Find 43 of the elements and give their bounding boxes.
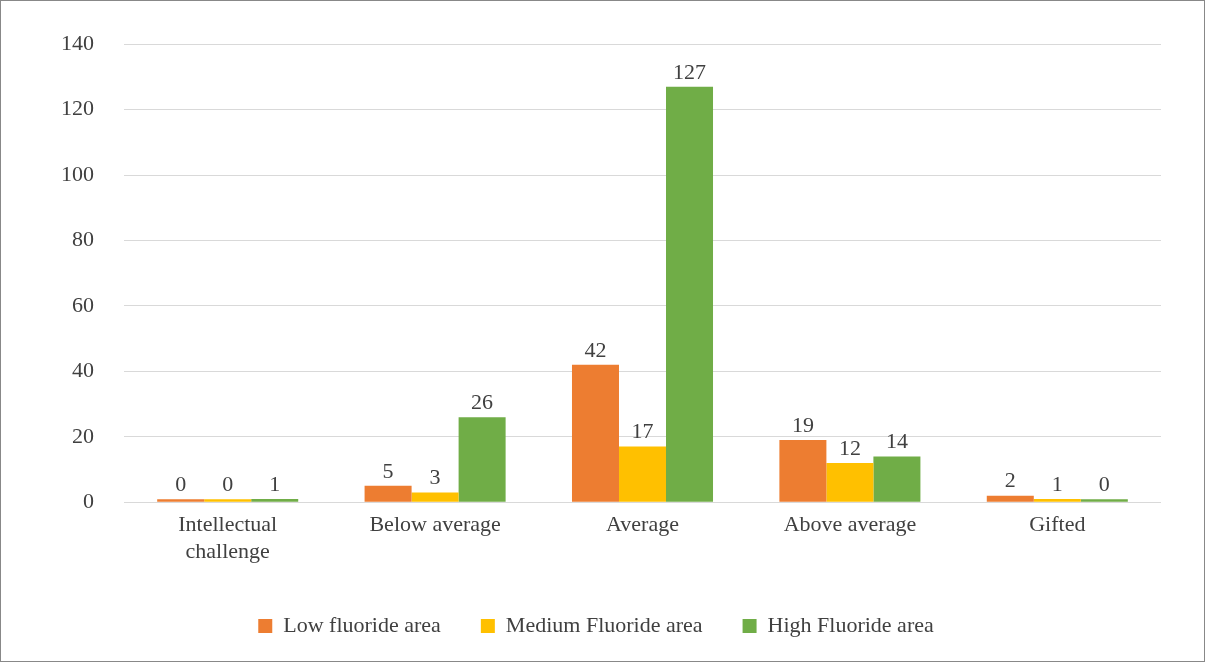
- data-label: 17: [631, 418, 654, 444]
- x-tick-label: Gifted: [1029, 511, 1086, 537]
- legend-label: High Fluoride area: [767, 611, 934, 637]
- data-label: 14: [885, 428, 908, 454]
- data-label: 42: [584, 336, 607, 362]
- y-tick-label: 60: [72, 291, 94, 317]
- x-tick-label: Below average: [369, 511, 501, 537]
- data-label: 1: [269, 470, 281, 496]
- legend-label: Low fluoride area: [283, 611, 442, 637]
- x-tick-label: Intellectual challenge: [178, 511, 278, 563]
- bar: [986, 495, 1034, 502]
- bar: [779, 440, 827, 502]
- bar: [458, 417, 506, 502]
- data-label: 12: [838, 434, 861, 460]
- data-label: 1: [1051, 470, 1063, 496]
- bar: [571, 364, 619, 502]
- data-label: 0: [1098, 470, 1110, 496]
- x-tick-label: Average: [606, 511, 679, 537]
- bar: [873, 456, 921, 502]
- bar: [1033, 498, 1081, 502]
- y-tick-label: 20: [72, 422, 94, 448]
- data-label: 5: [382, 457, 394, 483]
- y-tick-label: 40: [72, 357, 94, 383]
- bar: [826, 462, 874, 502]
- bar: [619, 446, 667, 502]
- data-label: 2: [1004, 467, 1016, 493]
- bar: [251, 498, 299, 502]
- data-label: 3: [429, 464, 441, 490]
- y-tick-label: 100: [61, 160, 94, 186]
- y-tick-label: 120: [61, 95, 94, 121]
- x-tick-label: Above average: [783, 511, 917, 537]
- bar: [666, 86, 714, 502]
- data-label: 19: [791, 411, 814, 437]
- data-label: 127: [673, 58, 707, 84]
- y-tick-label: 140: [61, 29, 94, 55]
- legend-label: Medium Fluoride area: [505, 611, 703, 637]
- data-label: 0: [222, 470, 234, 496]
- y-tick-label: 0: [83, 487, 94, 513]
- y-tick-label: 80: [72, 226, 94, 252]
- data-label: 0: [175, 470, 187, 496]
- data-label: 26: [471, 388, 494, 414]
- bar: [364, 485, 412, 502]
- bar: [411, 492, 459, 502]
